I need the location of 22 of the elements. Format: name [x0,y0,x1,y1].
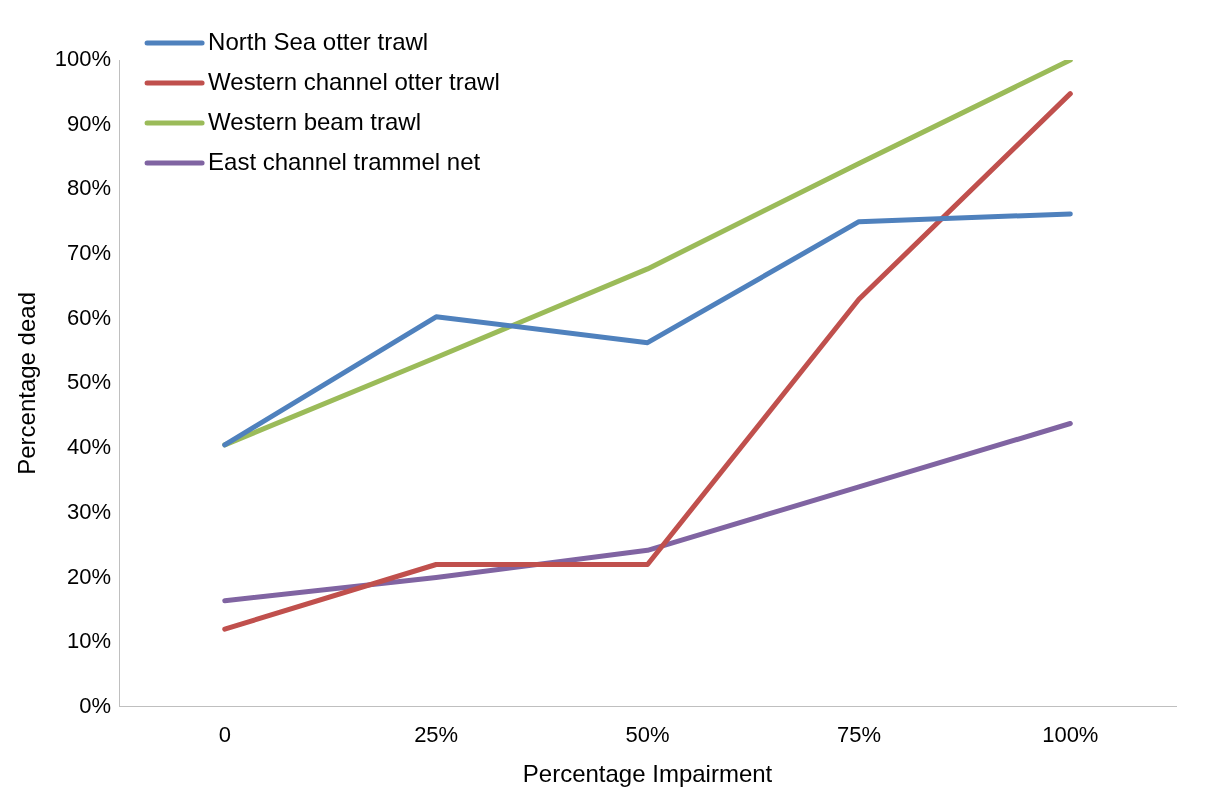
y-tick-label: 80% [67,175,112,201]
y-tick-label: 10% [67,628,112,654]
x-axis-title: Percentage Impairment [522,760,773,788]
y-tick-label: 0% [79,692,112,718]
legend-label: North Sea otter trawl [208,27,429,55]
y-tick-label: 60% [67,304,112,330]
legend-label: Western channel otter trawl [208,67,500,95]
x-tick-label: 50% [625,722,670,748]
y-tick-label: 100% [54,46,112,72]
y-axis-title: Percentage dead [13,291,41,475]
y-tick-label: 40% [67,434,112,460]
y-tick-label: 20% [67,563,112,589]
legend-label: Western beam trawl [208,107,422,135]
x-tick-label: 75% [836,722,881,748]
y-tick-label: 30% [67,498,112,524]
y-tick-label: 70% [67,240,112,266]
x-tick-label: 25% [414,722,459,748]
y-tick-label: 50% [67,369,112,395]
x-tick-label: 100% [1042,722,1099,748]
x-tick-label: 0 [218,722,231,748]
y-tick-label: 90% [67,110,112,136]
legend-label: East channel trammel net [208,147,481,175]
